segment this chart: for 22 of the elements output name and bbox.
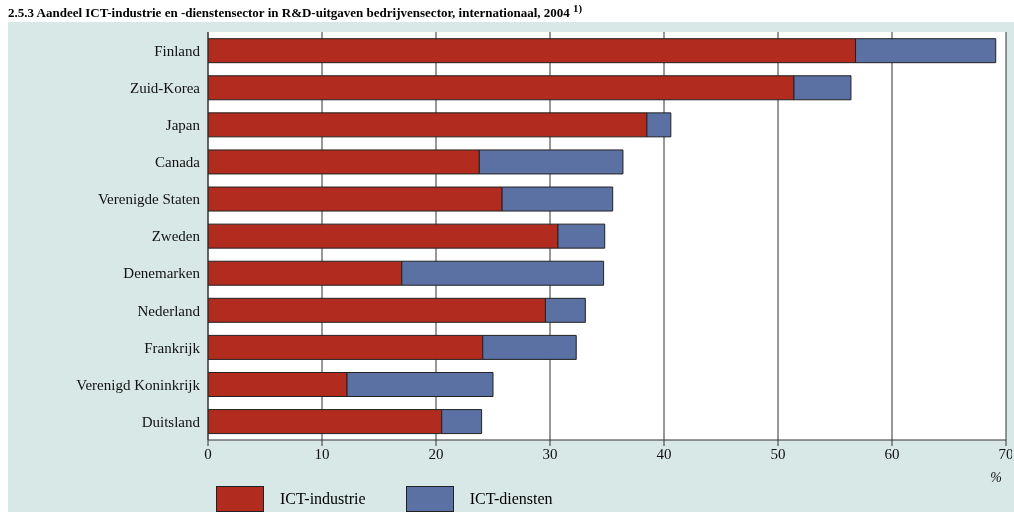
y-tick-label: Canada	[155, 154, 201, 171]
x-tick-label: 50	[770, 445, 786, 462]
chart-title: 2.5.3 Aandeel ICT-industrie en -dienstensector in R&D-uitgaven bedrijvensector, internationaal, 2004 $^{1)}$	[8, 2, 1014, 22]
y-tick-label: Verenigde Staten	[97, 191, 201, 208]
x-tick-label: 60	[884, 445, 900, 462]
legend-label: ICT-industrie	[280, 490, 366, 508]
x-tick-label: 10	[314, 445, 330, 462]
y-tick-label: Finland	[154, 42, 201, 59]
y-tick-label: Nederland	[137, 302, 201, 319]
x-tick-label: 40	[656, 445, 672, 462]
x-tick-label: 20	[428, 445, 444, 462]
legend-label: ICT-diensten	[469, 490, 553, 508]
y-tick-label: Denemarken	[123, 265, 201, 282]
y-tick-label: Zuid-Korea	[130, 79, 201, 96]
y-tick-label: Frankrijk	[144, 339, 201, 356]
y-tick-label: Duitsland	[141, 413, 201, 430]
x-tick-label: 0	[204, 445, 212, 462]
y-tick-label: Zweden	[151, 228, 201, 245]
y-tick-label: Verenigd Koninkrijk	[76, 376, 201, 393]
x-tick-label: 30	[542, 445, 558, 462]
x-axis-title: %	[990, 470, 1002, 485]
y-tick-label: Japan	[165, 117, 201, 134]
